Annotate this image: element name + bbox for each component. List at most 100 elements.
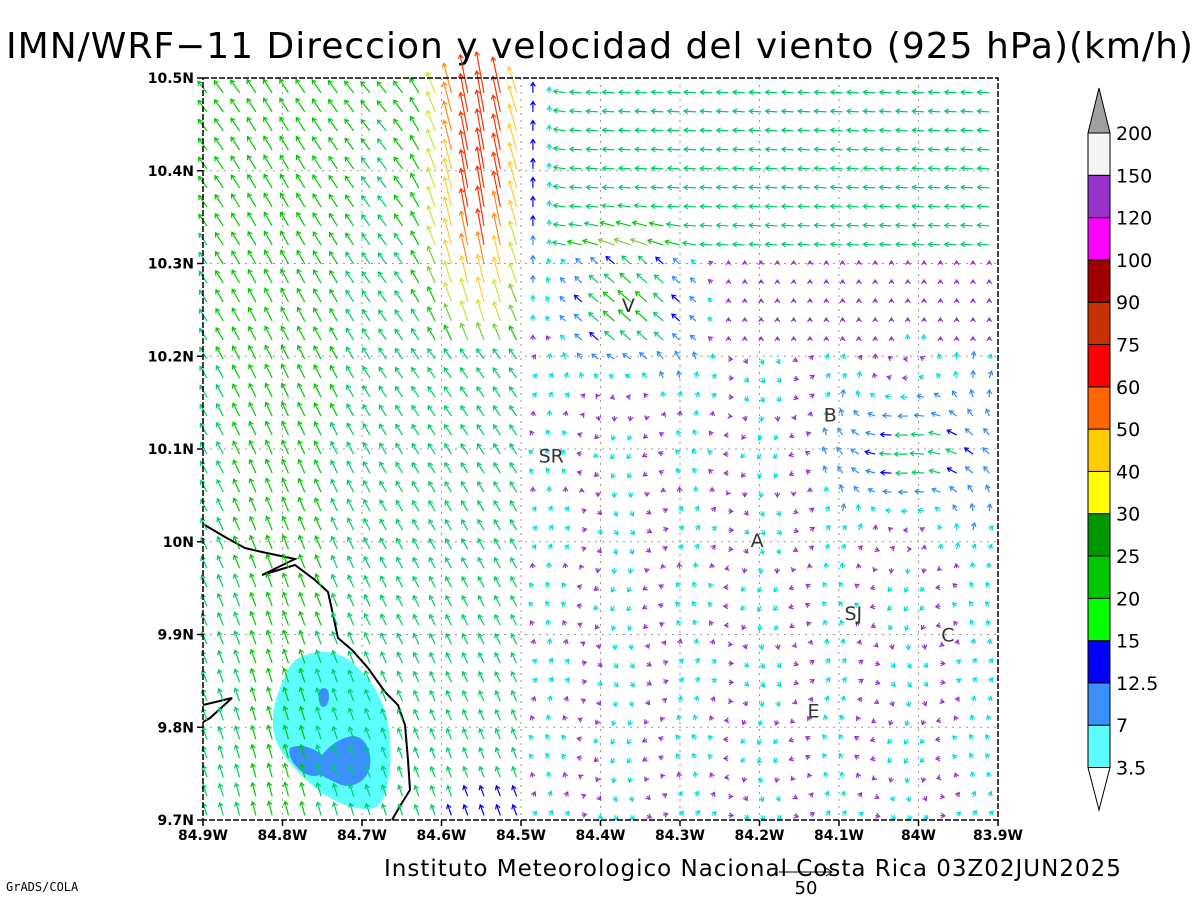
wind-vector [460,443,469,455]
colorbar-label: 12.5 [1116,673,1158,695]
wind-vector-head [581,238,588,245]
wind-vector-head [233,611,239,617]
wind-vector-head [216,630,223,637]
axis-ticks: 84.9W 84.8W 84.7W 84.6W 84.5W 84.4W 84.3W 84.2W… [148,71,1023,844]
wind-vector-head [551,240,558,246]
wind-vector-head [446,803,452,810]
wind-vector [508,161,518,189]
wind-vector [446,709,452,721]
wind-vector [928,431,941,436]
wind-vector-head [878,450,884,457]
wind-vector [586,148,599,151]
wind-vector-head [200,593,206,599]
wind-vector-head [689,277,696,283]
wind-vector-head [985,753,991,759]
wind-vector-head [298,610,304,617]
wind-vector-head [574,275,580,282]
wind-vector-head [531,658,538,664]
wind-vector [847,224,859,227]
wind-vector-head [363,517,369,524]
wind-vector [234,631,241,645]
wind-vector [510,595,518,607]
wind-vector-head [773,605,779,612]
wind-vector-head [806,431,812,437]
wind-vector [851,429,860,436]
wind-vector [674,350,681,360]
wind-vector-head [362,384,368,391]
wind-vector [312,250,322,265]
wind-vector-head [793,679,800,686]
wind-vector-head [197,137,203,143]
wind-vector [298,478,306,493]
wind-vector-head [530,274,536,280]
wind-vector [265,383,273,398]
wind-vector-head [839,581,844,588]
wind-vector-head [232,421,238,427]
wind-vector-head [839,619,845,625]
wind-vector-head [806,621,812,627]
wind-vector [879,110,892,113]
wind-vector-head [263,192,269,198]
wind-vector [251,763,257,778]
wind-vector [651,205,664,208]
wind-vector [651,110,664,113]
wind-vector [988,503,991,512]
wind-vector-head [899,394,906,400]
wind-vector-head [597,813,604,819]
wind-vector-head [531,544,537,550]
wind-vector [299,592,306,607]
wind-vector [426,129,436,151]
wind-vector-head [593,604,599,610]
wind-vector-head [232,535,239,541]
wind-vector [346,460,355,474]
wind-vector [345,289,355,303]
wind-vector-head [627,568,634,575]
wind-vector [427,367,436,379]
wind-vector-head [232,497,238,503]
wind-vector-head [970,297,976,304]
wind-vector-head [474,146,481,152]
wind-vector-head [906,815,912,821]
wind-vector [198,195,208,208]
wind-vector [493,323,501,341]
wind-vector-head [217,763,224,770]
wind-vector-head [576,736,582,742]
wind-vector-head [545,467,551,473]
wind-vector-head [902,356,908,362]
wind-vector-head [780,203,787,210]
wind-vector-head [214,193,220,200]
wind-vector-head [200,650,207,656]
wind-vector [250,668,257,683]
wind-vector-head [361,308,367,315]
wind-vector-head [552,107,559,114]
wind-vector [396,633,404,645]
wind-vector-head [264,420,270,426]
wind-vector [316,782,322,797]
wind-vector-head [563,695,569,702]
wind-vector-head [510,575,516,582]
wind-vector-head [459,254,465,261]
wind-vector-head [711,526,717,532]
wind-vector-head [313,307,319,313]
wind-vector-head [494,708,500,715]
wind-vector [264,250,273,265]
wind-vector-head [441,62,448,68]
wind-vector [814,91,827,94]
wind-vector-head [829,146,836,153]
wind-vector-head [280,382,287,388]
wind-vector-head [776,681,782,688]
wind-vector-head [361,251,367,258]
wind-vector [928,91,941,94]
wind-vector-head [727,698,734,705]
wind-vector [477,481,485,493]
wind-vector-head [744,814,750,820]
wind-vector [798,243,811,246]
wind-vector [651,148,664,151]
wind-vector [395,424,404,436]
wind-vector [410,289,420,303]
wind-vector-head [297,439,303,446]
wind-vector [847,186,859,189]
wind-vector-head [442,157,448,163]
wind-vector [509,221,518,246]
wind-vector-head [889,701,895,707]
